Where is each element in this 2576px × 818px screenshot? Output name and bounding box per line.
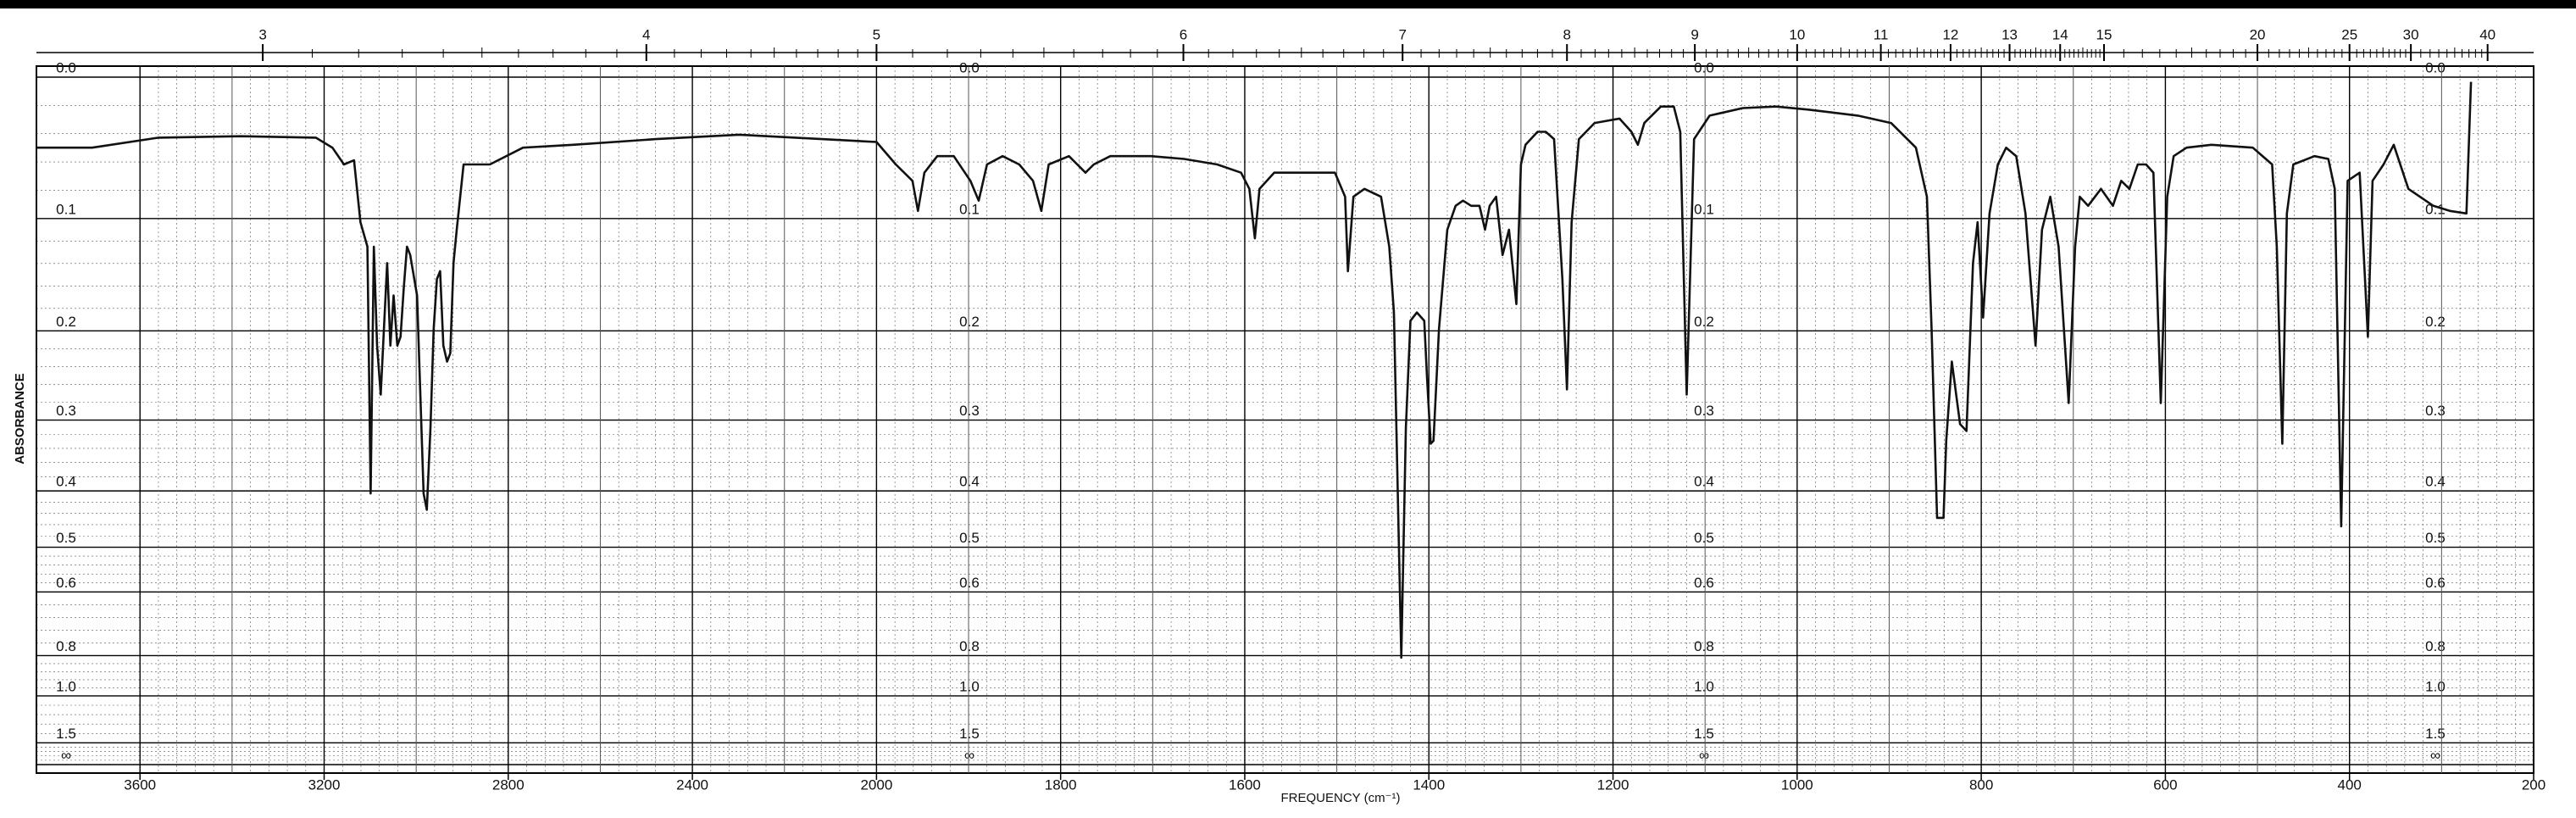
y-tick-label: 0.6 (56, 575, 76, 591)
x2-tick-label: 15 (2096, 26, 2112, 42)
y-tick-label: 0.0 (56, 59, 76, 75)
y-tick-label: 1.0 (2425, 678, 2446, 694)
y-tick-label: ∞ (2430, 747, 2440, 763)
y-tick-label: 0.6 (1694, 575, 1714, 591)
y-tick-label: 0.1 (1694, 201, 1714, 217)
y-tick-label: 0.2 (2425, 314, 2446, 330)
x2-tick-label: 5 (873, 26, 880, 42)
y-tick-label: 0.3 (1694, 403, 1714, 419)
y-tick-label: 0.4 (2425, 474, 2446, 490)
x2-tick-label: 14 (2052, 26, 2068, 42)
y-tick-label: 0.1 (2425, 201, 2446, 217)
y-tick-label: ∞ (964, 747, 974, 763)
x2-tick-label: 30 (2403, 26, 2419, 42)
y-axis-label: ABSORBANCE (13, 373, 27, 465)
y-tick-label: 0.3 (959, 403, 980, 419)
y-tick-label: 0.1 (959, 201, 980, 217)
x-tick-label: 3600 (124, 776, 156, 793)
top-bar (0, 0, 2576, 8)
spectrum-line (36, 81, 2473, 659)
x2-tick-label: 7 (1398, 26, 1406, 42)
y-tick-label: 0.2 (959, 314, 980, 330)
y-tick-label: 0.6 (959, 575, 980, 591)
y-tick-label: 0.0 (1694, 59, 1714, 75)
y-tick-label: 0.8 (959, 638, 980, 654)
y-tick-label: 0.4 (56, 474, 76, 490)
y-tick-label: 0.5 (56, 530, 76, 546)
y-tick-label: 1.0 (1694, 678, 1714, 694)
y-tick-label: 0.2 (1694, 314, 1714, 330)
y-tick-label: ∞ (1699, 747, 1709, 763)
y-tick-label: 0.4 (1694, 474, 1714, 490)
y-tick-label: 0.5 (959, 530, 980, 546)
x2-tick-label: 25 (2341, 26, 2357, 42)
x-tick-label: 400 (2338, 776, 2362, 793)
y-tick-label: 0.8 (2425, 638, 2446, 654)
y-tick-label: 0.2 (56, 314, 76, 330)
x2-tick-label: 13 (2001, 26, 2018, 42)
x2-tick-label: 10 (1789, 26, 1805, 42)
x2-tick-label: 11 (1874, 26, 1889, 42)
y-tick-label: 1.0 (56, 678, 76, 694)
y-tick-label: 0.8 (1694, 638, 1714, 654)
x-tick-label: 200 (2522, 776, 2545, 793)
x2-tick-label: 9 (1690, 26, 1698, 42)
x-tick-label: 1400 (1413, 776, 1445, 793)
y-tick-label: 0.5 (1694, 530, 1714, 546)
y-tick-label: 0.3 (56, 403, 76, 419)
y-tick-label: 0.0 (2425, 59, 2446, 75)
y-tick-label: 1.0 (959, 678, 980, 694)
y-tick-label: 1.5 (2425, 726, 2446, 742)
y-tick-label: 1.5 (1694, 726, 1714, 742)
x-tick-label: 1200 (1597, 776, 1629, 793)
y-tick-label: 0.1 (56, 201, 76, 217)
x2-tick-label: 12 (1942, 26, 1958, 42)
y-tick-label: 1.5 (56, 726, 76, 742)
x-tick-label: 1000 (1781, 776, 1813, 793)
x2-tick-label: 6 (1180, 26, 1187, 42)
x2-tick-label: 20 (2250, 26, 2266, 42)
y-tick-label: 0.8 (56, 638, 76, 654)
x2-tick-label: 8 (1563, 26, 1570, 42)
x-tick-label: 2800 (492, 776, 525, 793)
x-tick-label: 800 (1969, 776, 1993, 793)
x2-tick-label: 4 (642, 26, 650, 42)
x2-tick-label: 3 (258, 26, 266, 42)
y-tick-label: ∞ (61, 747, 71, 763)
y-tick-label: 0.0 (959, 59, 980, 75)
x-tick-label: 1600 (1229, 776, 1261, 793)
x-tick-label: 2400 (676, 776, 708, 793)
x-tick-label: 3200 (308, 776, 341, 793)
x2-tick-label: 40 (2479, 26, 2496, 42)
y-tick-label: 0.6 (2425, 575, 2446, 591)
y-tick-label: 0.4 (959, 474, 980, 490)
x-tick-label: 2000 (860, 776, 892, 793)
x-tick-label: 1800 (1045, 776, 1077, 793)
y-tick-label: 0.5 (2425, 530, 2446, 546)
y-tick-label: 1.5 (959, 726, 980, 742)
x-tick-label: 600 (2153, 776, 2177, 793)
x-axis-label: FREQUENCY (cm⁻¹) (1281, 791, 1401, 805)
y-tick-label: 0.3 (2425, 403, 2446, 419)
